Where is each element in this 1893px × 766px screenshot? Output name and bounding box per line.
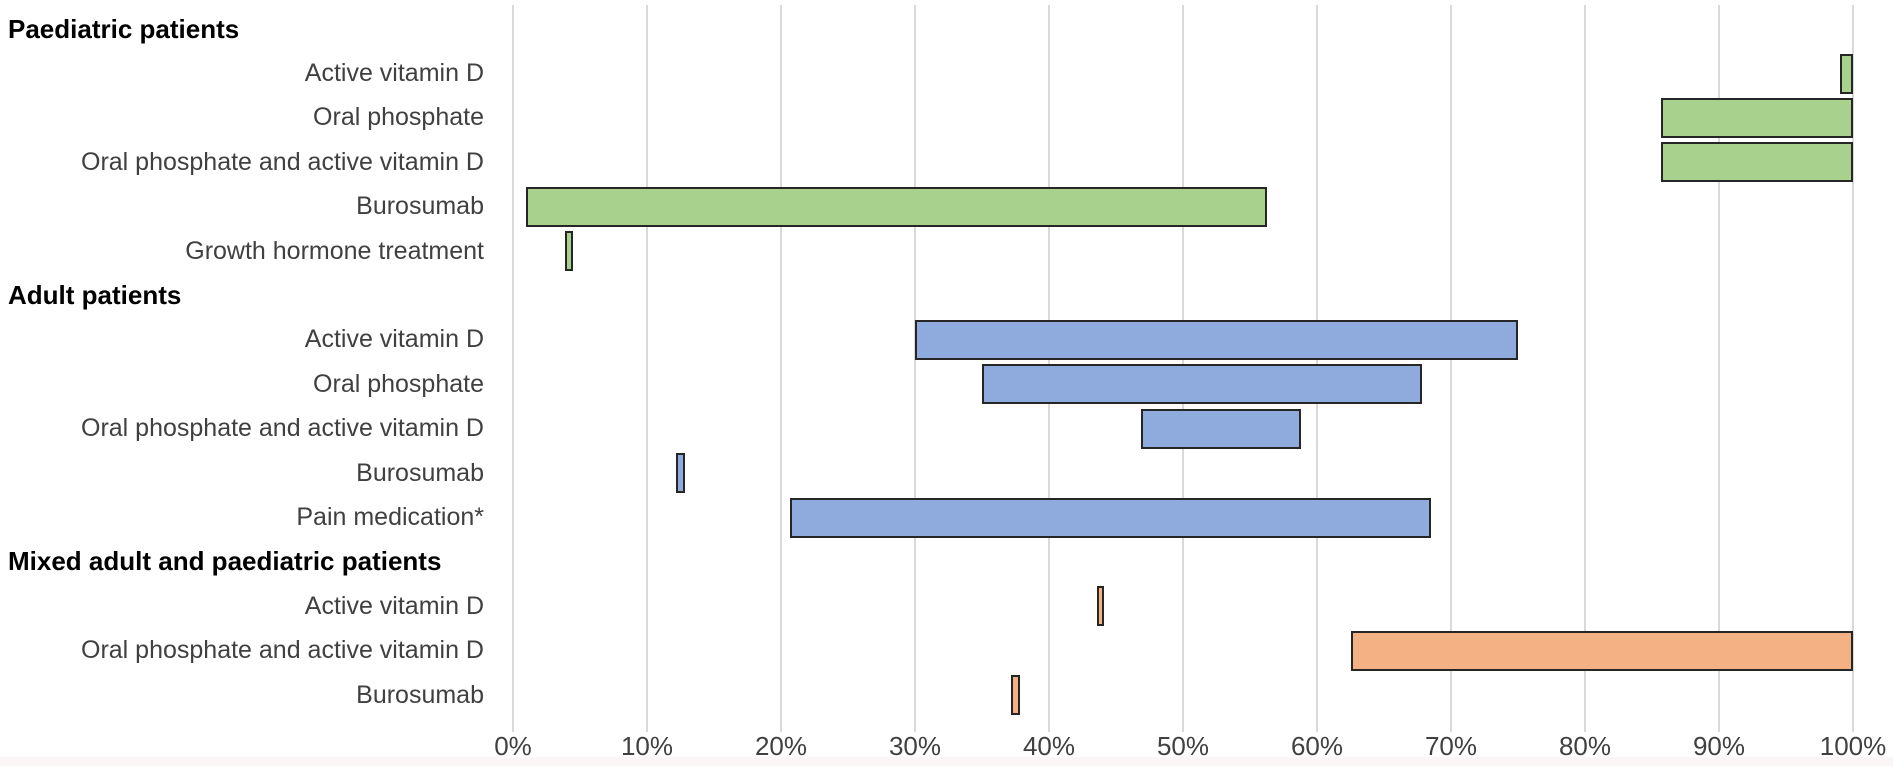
range-bar [676, 453, 685, 494]
category-label: Active vitamin D [304, 591, 484, 620]
gridline-30 [914, 5, 916, 732]
x-axis-tick-label: 30% [888, 731, 942, 761]
category-label: Oral phosphate and active vitamin D [81, 147, 484, 176]
range-bar [565, 231, 574, 272]
gridline-90 [1718, 5, 1720, 732]
gridline-0 [512, 5, 514, 732]
x-axis-tick-label: 100% [1819, 731, 1887, 761]
range-bar [982, 364, 1422, 405]
range-bar [1097, 586, 1104, 627]
x-axis-tick-label: 70% [1424, 731, 1478, 761]
x-axis-tick-label: 20% [754, 731, 808, 761]
range-bar [1839, 53, 1853, 94]
range-bar [1141, 408, 1301, 449]
range-bar [915, 320, 1518, 360]
range-bar [790, 497, 1431, 538]
category-label: Burosumab [356, 458, 484, 487]
x-axis-tick-label: 40% [1022, 731, 1076, 761]
gridline-20 [780, 5, 782, 732]
gridline-10 [646, 5, 648, 732]
x-axis-tick-label: 80% [1558, 731, 1612, 761]
category-label: Burosumab [356, 192, 484, 221]
bottom-strip [0, 757, 1893, 766]
category-label: Active vitamin D [304, 59, 484, 88]
group-header: Mixed adult and paediatric patients [8, 546, 442, 577]
category-label: Burosumab [356, 680, 484, 709]
gridline-100 [1852, 5, 1854, 732]
range-bar [1661, 142, 1853, 183]
range-bar [1661, 98, 1853, 138]
category-label: Growth hormone treatment [185, 236, 484, 265]
range-bar [526, 186, 1268, 227]
x-axis-tick-label: 60% [1290, 731, 1344, 761]
x-axis-tick-label: 90% [1692, 731, 1746, 761]
x-axis-tick-label: 50% [1156, 731, 1210, 761]
category-label: Pain medication* [296, 503, 484, 532]
group-header: Adult patients [8, 280, 182, 311]
range-bar [1011, 675, 1020, 716]
category-label: Oral phosphate [313, 103, 484, 132]
x-axis-tick-label: 0% [494, 731, 532, 761]
category-label: Active vitamin D [304, 325, 484, 354]
range-bar [1350, 630, 1853, 671]
gridline-80 [1584, 5, 1586, 732]
category-label: Oral phosphate and active vitamin D [81, 636, 484, 665]
category-label: Oral phosphate and active vitamin D [81, 414, 484, 443]
gridline-70 [1450, 5, 1452, 732]
x-axis-tick-label: 10% [620, 731, 674, 761]
category-label: Oral phosphate [313, 369, 484, 398]
group-header: Paediatric patients [8, 13, 240, 44]
